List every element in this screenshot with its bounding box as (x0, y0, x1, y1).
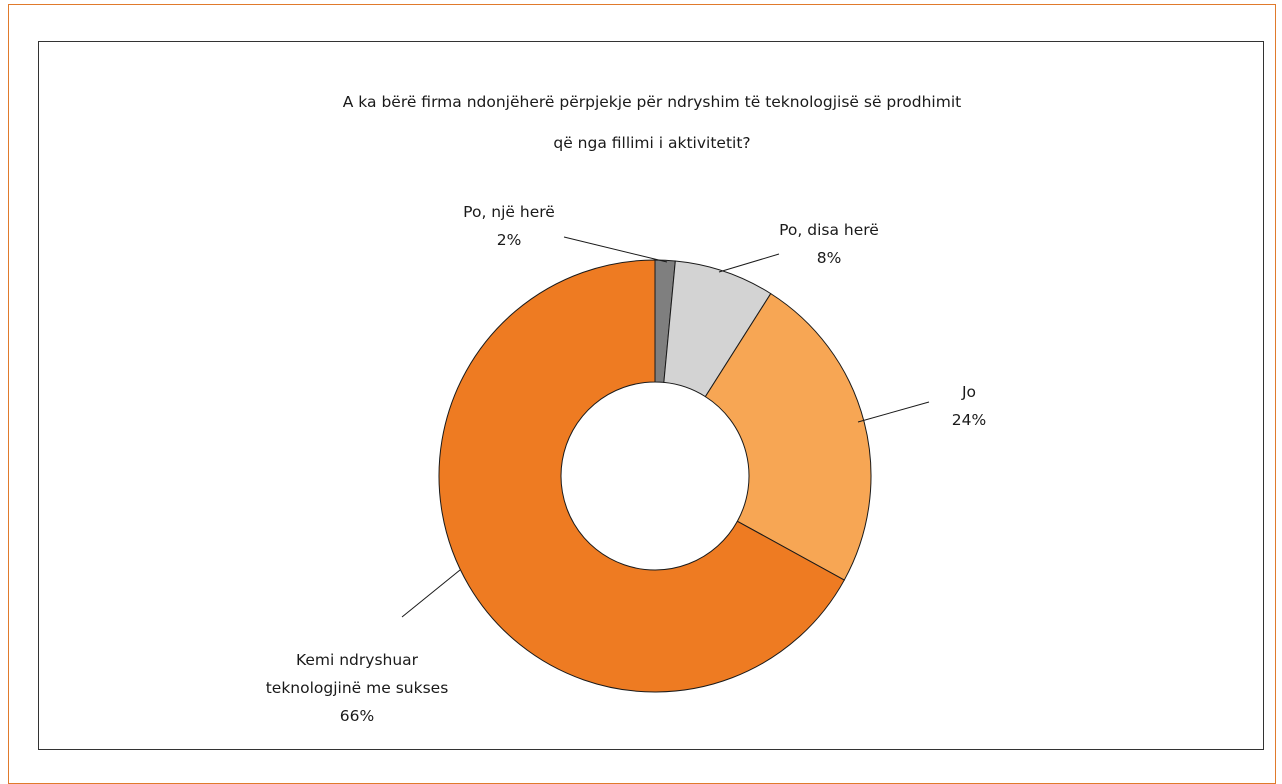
pie-slice (438, 259, 845, 693)
slice-category-label: Po, disa herë (779, 221, 879, 239)
leader-line (718, 253, 780, 273)
chart-title-line-2: që nga fillimi i aktivitetit? (553, 134, 751, 152)
leader-line (401, 569, 461, 618)
slice-category-label: Kemi ndryshuar (296, 651, 419, 669)
slice-category-label: teknologjinë me sukses (266, 679, 449, 697)
chart-panel: A ka bërë firma ndonjëherë përpjekje për… (38, 41, 1264, 750)
pie-slice (704, 292, 872, 581)
leader-line (563, 236, 668, 263)
donut-chart: Po, një herë 2% Po, disa herë 8% Jo 24% Kemi n… (266, 203, 987, 725)
slice-value-label: 8% (817, 249, 842, 267)
slice-value-label: 24% (952, 411, 986, 429)
slice-category-label: Jo (961, 383, 976, 401)
slice-category-label: Po, një herë (463, 203, 555, 221)
slice-value-label: 66% (340, 707, 374, 725)
slice-value-label: 2% (497, 231, 522, 249)
chart-title-line-1: A ka bërë firma ndonjëherë përpjekje për… (342, 93, 962, 111)
leader-line (857, 401, 930, 423)
